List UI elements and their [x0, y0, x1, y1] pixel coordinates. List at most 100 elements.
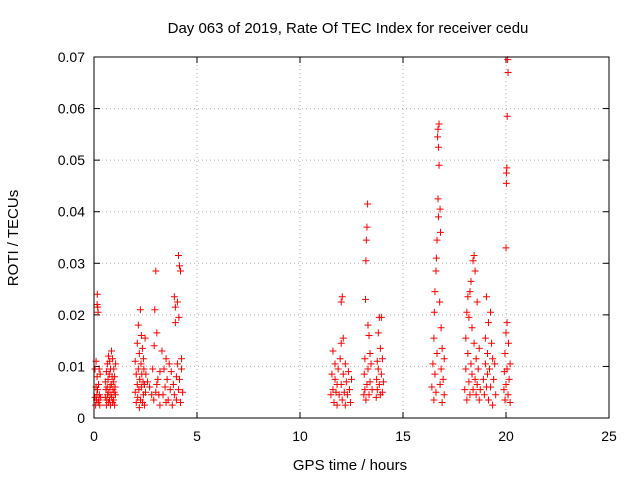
- data-point: [153, 380, 161, 388]
- data-point: [473, 380, 481, 388]
- data-point: [375, 380, 383, 388]
- y-tick-labels: 0 0.01 0.02 0.03 0.04 0.05 0.06 0.07: [58, 49, 85, 426]
- data-point: [337, 298, 345, 306]
- data-point: [175, 375, 183, 383]
- data-point: [487, 383, 495, 391]
- data-point: [158, 347, 166, 355]
- data-point: [177, 267, 185, 275]
- data-point: [104, 352, 112, 360]
- data-point: [362, 396, 370, 404]
- data-point: [335, 391, 343, 399]
- data-point: [175, 262, 183, 270]
- data-point: [338, 293, 346, 301]
- x-tick-label: 5: [193, 428, 201, 444]
- y-tick-label: 0: [77, 410, 85, 426]
- data-point: [486, 365, 494, 373]
- data-point: [482, 293, 490, 301]
- data-point: [341, 360, 349, 368]
- data-point: [364, 200, 372, 208]
- plot-frame: [93, 56, 610, 419]
- data-point: [470, 252, 478, 260]
- data-point: [502, 244, 510, 252]
- data-point: [343, 391, 351, 399]
- data-point: [469, 386, 477, 394]
- data-point: [489, 401, 497, 409]
- data-point: [501, 350, 509, 358]
- data-point: [435, 161, 443, 169]
- data-point: [483, 350, 491, 358]
- data-point: [112, 360, 120, 368]
- y-tick-label: 0.05: [58, 152, 85, 168]
- data-point: [365, 391, 373, 399]
- data-point: [362, 257, 370, 265]
- data-point: [164, 396, 172, 404]
- data-point: [166, 386, 174, 394]
- data-point: [437, 365, 445, 373]
- data-point: [163, 375, 171, 383]
- x-tick-labels: 0 5 10 15 20 25: [90, 428, 617, 444]
- data-point: [364, 321, 372, 329]
- data-point: [346, 399, 354, 407]
- data-point: [504, 339, 512, 347]
- data-point: [463, 308, 471, 316]
- data-point: [111, 383, 119, 391]
- data-point: [438, 344, 446, 352]
- data-point: [131, 388, 139, 396]
- data-point: [167, 368, 175, 376]
- data-point: [109, 378, 117, 386]
- data-point: [140, 401, 148, 409]
- data-point: [376, 344, 384, 352]
- data-point: [466, 391, 474, 399]
- data-point: [505, 375, 513, 383]
- data-point: [465, 378, 473, 386]
- x-tick-label: 10: [292, 428, 308, 444]
- data-point: [168, 401, 176, 409]
- data-point: [133, 380, 141, 388]
- data-point: [484, 396, 492, 404]
- data-point: [480, 391, 488, 399]
- data-point: [503, 319, 511, 327]
- data-point: [148, 391, 156, 399]
- data-point: [434, 133, 442, 141]
- data-point: [345, 386, 353, 394]
- data-point: [472, 391, 480, 399]
- data-point: [440, 355, 448, 363]
- data-point: [165, 360, 173, 368]
- data-point: [378, 388, 386, 396]
- data-point: [502, 329, 510, 337]
- data-point: [327, 391, 335, 399]
- data-point: [338, 396, 346, 404]
- data-point: [436, 228, 444, 236]
- data-point: [436, 298, 444, 306]
- data-point: [133, 339, 141, 347]
- data-point: [139, 355, 147, 363]
- data-point: [491, 360, 499, 368]
- data-point: [142, 370, 150, 378]
- data-point: [108, 347, 116, 355]
- data-point: [489, 355, 497, 363]
- data-point: [170, 293, 178, 301]
- data-point: [111, 373, 119, 381]
- data-point: [150, 342, 158, 350]
- data-point: [504, 391, 512, 399]
- data-point: [462, 365, 470, 373]
- data-point: [156, 401, 164, 409]
- data-point: [433, 236, 441, 244]
- data-point: [377, 370, 385, 378]
- data-point: [365, 331, 373, 339]
- data-point: [377, 313, 385, 321]
- data-point: [488, 339, 496, 347]
- y-tick-label: 0.01: [58, 358, 85, 374]
- x-tick-label: 0: [90, 428, 98, 444]
- data-point: [462, 334, 470, 342]
- data-point: [431, 370, 439, 378]
- x-tick-label: 15: [395, 428, 411, 444]
- data-point: [503, 365, 511, 373]
- data-point: [328, 370, 336, 378]
- data-point: [170, 391, 178, 399]
- data-point: [436, 205, 444, 213]
- data-point: [131, 357, 139, 365]
- data-point: [339, 334, 347, 342]
- data-point: [348, 375, 355, 383]
- data-point: [104, 375, 112, 383]
